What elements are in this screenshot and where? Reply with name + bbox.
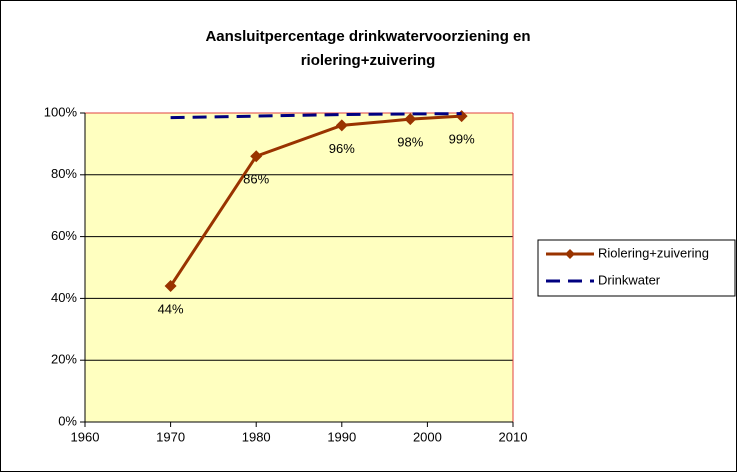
plot-area [85,113,513,422]
x-tick-label: 1990 [327,429,356,444]
y-tick-label: 40% [51,290,77,305]
marker [250,150,263,163]
legend-marker [565,249,575,259]
data-label: 86% [243,172,269,187]
data-label: 96% [329,141,355,156]
marker [404,113,417,126]
series-line [170,112,462,120]
y-tick-label: 100% [44,104,78,119]
legend-label: Drinkwater [598,272,661,287]
chart-title: Aansluitpercentage drinkwatervoorziening… [205,28,530,45]
y-tick-label: 80% [51,166,77,181]
y-tick-label: 0% [58,413,77,428]
y-tick-label: 60% [51,228,77,243]
data-label: 44% [158,301,184,316]
x-tick-label: 1970 [156,429,185,444]
x-tick-label: 2000 [413,429,442,444]
x-tick-label: 1960 [71,429,100,444]
marker [335,119,348,132]
data-label: 99% [449,132,475,147]
data-label: 98% [397,135,423,150]
chart-title: riolering+zuivering [301,52,436,69]
y-tick-label: 20% [51,352,77,367]
x-tick-label: 2010 [499,429,528,444]
marker [164,280,177,293]
legend-box [537,239,736,297]
x-tick-label: 1980 [242,429,271,444]
legend-label: Riolering+zuivering [598,245,709,260]
